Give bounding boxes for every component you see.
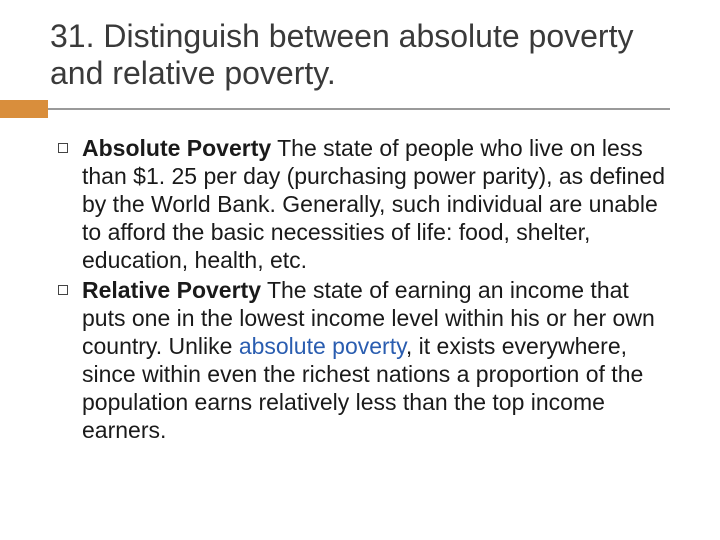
bullet-text: Relative Poverty The state of earning an… xyxy=(82,276,670,444)
bullet-item: Relative Poverty The state of earning an… xyxy=(58,276,670,444)
title-divider xyxy=(0,100,670,118)
bullet-item: Absolute Poverty The state of people who… xyxy=(58,134,670,274)
divider-line xyxy=(48,108,670,110)
slide-title: 31. Distinguish between absolute poverty… xyxy=(50,18,670,92)
link-text: absolute poverty xyxy=(239,333,406,359)
bullet-label: Relative Poverty xyxy=(82,277,261,303)
bullet-text: Absolute Poverty The state of people who… xyxy=(82,134,670,274)
bullet-label: Absolute Poverty xyxy=(82,135,271,161)
content-area: Absolute Poverty The state of people who… xyxy=(50,134,670,445)
bullet-marker-icon xyxy=(58,143,68,153)
bullet-marker-icon xyxy=(58,285,68,295)
accent-block xyxy=(0,100,48,118)
slide: 31. Distinguish between absolute poverty… xyxy=(0,0,720,540)
